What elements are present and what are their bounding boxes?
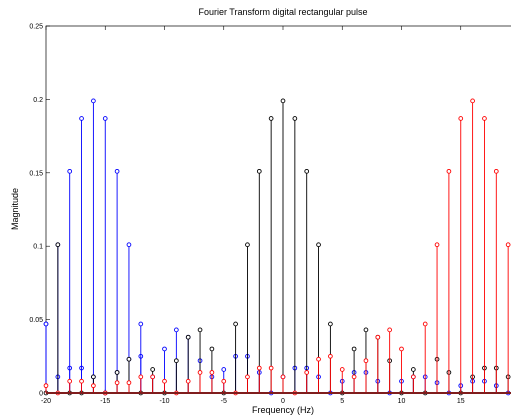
black-series-point [185,334,191,340]
red-series-point [43,383,49,389]
red-series-point [126,380,132,386]
black-series-point [174,358,179,364]
x-tick-label: 15 [457,398,465,405]
black-series-point [197,327,203,333]
black-series-point [316,242,321,248]
black-series-point [91,374,96,380]
red-series-point [458,116,464,121]
red-series-point [328,353,333,359]
blue-series-peak-point [91,98,96,104]
y-tick-label: 0.25 [29,24,43,31]
red-series-point [482,116,487,121]
blue-series-peak-point [79,116,84,121]
red-series-point [446,168,452,174]
black-series-point [292,116,298,121]
x-tick-label: -20 [41,398,51,405]
red-series-point [434,242,440,248]
black-series-point [126,356,132,362]
black-series-point [411,367,416,372]
blue-series-peak-point [67,168,73,174]
y-tick-label: 0.1 [33,244,43,251]
red-series-point [245,374,250,380]
red-series-point [221,378,227,384]
blue-series-point [174,327,179,333]
blue-series-peak-point [102,116,108,121]
x-tick-label: -5 [221,398,227,405]
x-axis-label: Frequency (Hz) [252,405,314,415]
red-series-point [114,380,120,386]
black-series-point [114,370,120,375]
plot-frame [45,25,511,394]
red-series-point [162,378,167,384]
black-series-point [233,321,238,327]
black-series-point [245,242,250,248]
red-series-point [79,378,84,384]
black-series-point [280,98,286,104]
red-series-point [256,365,262,371]
red-series-point [505,242,511,248]
black-series-point [304,168,310,174]
red-series-point [339,367,345,372]
red-series-point [268,365,274,371]
red-series-point [375,334,381,340]
red-series-point [316,356,321,362]
black-series-point [363,327,369,333]
stem-series [43,98,511,396]
y-tick-label: 0.05 [29,317,43,324]
red-series-point [304,370,310,375]
black-series-point [268,116,274,121]
x-tick-label: -15 [100,398,110,405]
blue-series-peak-point [114,168,120,174]
x-tick-label: 5 [340,398,344,405]
red-series-point [185,378,191,384]
black-series-point [55,242,61,248]
y-axis-label: Magnitude [10,188,20,230]
black-series-point [209,346,215,352]
y-tick-label: 0.15 [29,170,43,177]
black-series-point [328,321,333,327]
blue-series-peak-point [126,242,132,248]
red-series-point [411,374,416,380]
x-tick-label: 10 [398,398,406,405]
red-series-point [351,374,357,380]
red-series-point [493,168,499,174]
red-series-point [399,346,404,352]
red-series-point [91,383,96,389]
x-tick-label: -10 [159,398,169,405]
y-tick-label: 0 [39,391,43,398]
red-series-point [363,358,369,364]
blue-series-point [162,346,167,352]
y-tick-label: 0.2 [33,97,43,104]
blue-series-point [221,367,227,372]
red-series-point [197,370,203,375]
red-series-point [209,370,215,375]
x-tick-label: 0 [281,398,285,405]
red-series-point [422,321,428,327]
black-series-point [351,346,357,352]
red-series-point [280,374,286,380]
chart-title: Fourier Transform digital rectangular pu… [198,7,367,17]
blue-series-peak-point [43,321,49,327]
red-series-point [387,327,392,333]
axis-ticks: -20-15-10-50510152000.050.10.150.20.25 [29,24,465,406]
red-series-point [470,98,475,104]
red-series-point [138,374,144,380]
blue-series-peak-point [138,321,144,327]
black-series-point [150,367,155,372]
black-series-point [256,168,262,174]
red-series-point [67,378,73,384]
red-series-point [150,374,155,380]
